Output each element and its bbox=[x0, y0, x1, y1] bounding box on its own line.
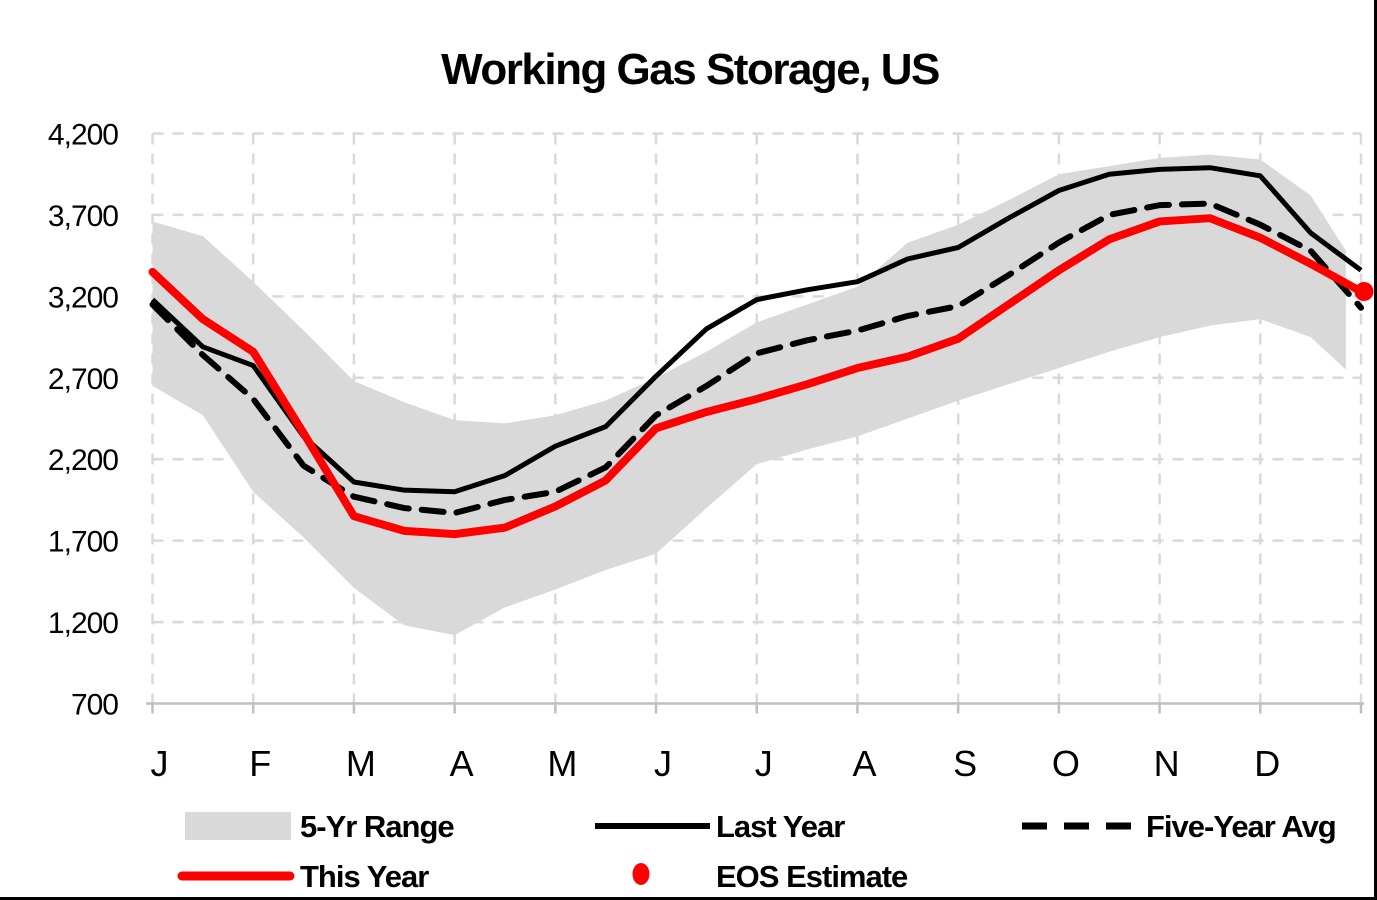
x-axis-month-label: M bbox=[346, 743, 376, 784]
y-axis-tick-label: 3,700 bbox=[48, 200, 118, 233]
y-axis-tick-label: 1,200 bbox=[48, 607, 118, 640]
y-axis-tick-label: 3,200 bbox=[48, 281, 118, 314]
y-axis-tick-label: 1,700 bbox=[48, 526, 118, 559]
x-axis-month-label: O bbox=[1052, 743, 1080, 784]
y-axis-tick-label: 4,200 bbox=[48, 119, 118, 152]
five-year-avg-line bbox=[149, 200, 1364, 516]
y-axis-labels: 4,200 3,700 3,200 2,700 2,200 1,700 1,200 700 bbox=[48, 119, 119, 722]
eos-estimate-swatch bbox=[632, 863, 650, 885]
five-year-range-band bbox=[152, 154, 1346, 636]
last-year-line bbox=[150, 165, 1363, 495]
chart-legend: 5-Yr Range Last Year Five-Year Avg This … bbox=[177, 809, 1337, 894]
x-axis-month-label: F bbox=[249, 743, 271, 784]
legend-label-last-year: Last Year bbox=[716, 809, 845, 844]
range-swatch bbox=[185, 812, 291, 840]
y-axis-tick-label: 2,200 bbox=[48, 444, 118, 477]
x-axis-month-label: A bbox=[852, 743, 876, 784]
x-axis-month-label: J bbox=[654, 743, 672, 784]
y-axis-tick-label: 700 bbox=[71, 689, 118, 722]
legend-label-range: 5-Yr Range bbox=[300, 809, 454, 844]
x-axis-month-label: S bbox=[953, 743, 977, 784]
x-axis bbox=[146, 702, 1364, 714]
this-year-line bbox=[148, 214, 1365, 539]
x-axis-month-label: N bbox=[1154, 743, 1180, 784]
x-axis-month-label: M bbox=[547, 743, 577, 784]
x-axis-month-label: J bbox=[755, 743, 773, 784]
legend-item-range: 5-Yr Range bbox=[185, 809, 455, 844]
x-axis-month-label: A bbox=[450, 743, 474, 784]
legend-item-eos: EOS Estimate bbox=[632, 859, 909, 894]
x-axis-month-label: J bbox=[151, 743, 169, 784]
legend-label-eos: EOS Estimate bbox=[716, 859, 908, 894]
y-axis-tick-label: 2,700 bbox=[48, 363, 118, 396]
x-axis-month-label: D bbox=[1254, 743, 1280, 784]
legend-item-this-year: This Year bbox=[177, 859, 430, 894]
legend-label-this-year: This Year bbox=[300, 859, 429, 894]
legend-item-five-year-avg: Five-Year Avg bbox=[1022, 809, 1337, 844]
eos-estimate-dot bbox=[1354, 281, 1374, 301]
chart-title: Working Gas Storage, US bbox=[441, 45, 939, 94]
legend-item-last-year: Last Year bbox=[595, 809, 846, 844]
legend-label-five-year-avg: Five-Year Avg bbox=[1146, 809, 1336, 844]
